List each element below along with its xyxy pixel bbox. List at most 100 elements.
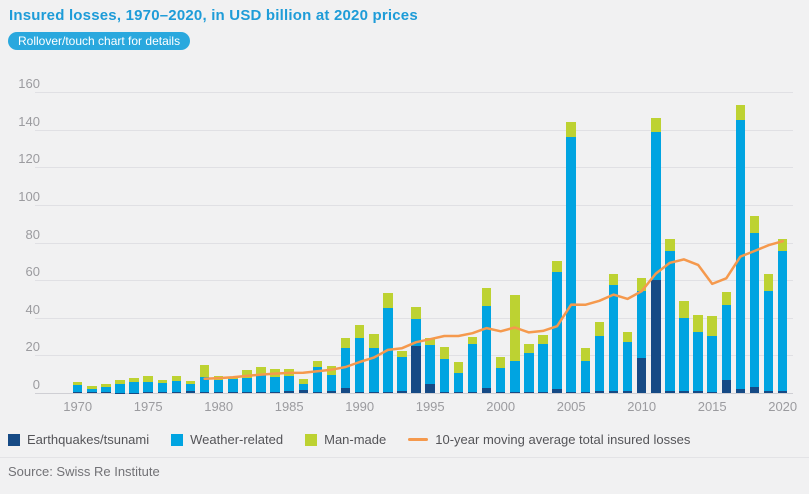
bar-1972[interactable] bbox=[101, 383, 111, 393]
bar-2007-segment-earthquakes bbox=[594, 391, 605, 393]
y-tick-label-100: 100 bbox=[18, 188, 40, 204]
bar-1993[interactable] bbox=[397, 350, 407, 393]
bar-1970-segment-weather bbox=[72, 385, 83, 393]
bar-2000[interactable] bbox=[495, 357, 506, 393]
bar-2020-segment-earthquakes bbox=[777, 391, 788, 393]
bar-2004-segment-earthquakes bbox=[552, 389, 562, 393]
bar-2013[interactable] bbox=[679, 300, 689, 393]
bar-1992-segment-earthquakes bbox=[383, 392, 393, 393]
bar-1983[interactable] bbox=[256, 366, 266, 393]
bar-1991[interactable] bbox=[369, 333, 379, 393]
legend: Earthquakes/tsunami Weather-related Man-… bbox=[8, 432, 712, 447]
bar-2020[interactable] bbox=[777, 238, 788, 393]
bar-2019[interactable] bbox=[763, 273, 774, 393]
bar-1994[interactable] bbox=[411, 307, 421, 393]
bar-2003-segment-weather bbox=[538, 344, 548, 393]
gridline-y-80 bbox=[35, 242, 793, 244]
bar-1985[interactable] bbox=[284, 368, 294, 393]
bar-1976-segment-earthquakes bbox=[157, 392, 168, 393]
bar-1985-segment-earthquakes bbox=[284, 391, 294, 393]
bar-1977[interactable] bbox=[171, 376, 182, 393]
bar-2011-segment-weather bbox=[651, 131, 661, 281]
bar-2008[interactable] bbox=[608, 273, 619, 393]
bar-2017-segment-earthquakes bbox=[735, 389, 746, 393]
bar-1980[interactable] bbox=[213, 376, 224, 393]
bar-2018-segment-earthquakes bbox=[749, 387, 760, 393]
bar-1984[interactable] bbox=[270, 368, 280, 393]
bar-2007[interactable] bbox=[594, 321, 605, 393]
bar-1990[interactable] bbox=[354, 325, 365, 393]
bar-2004[interactable] bbox=[552, 261, 562, 393]
bar-1976[interactable] bbox=[157, 379, 168, 393]
bar-1973[interactable] bbox=[115, 379, 125, 393]
x-tick-label-2020: 2020 bbox=[768, 399, 798, 414]
bar-1989[interactable] bbox=[340, 337, 351, 393]
bar-1988[interactable] bbox=[326, 365, 337, 393]
bar-1971-segment-weather bbox=[87, 388, 97, 393]
bar-1981[interactable] bbox=[228, 377, 238, 393]
bar-1970[interactable] bbox=[72, 381, 83, 393]
bar-2019-segment-earthquakes bbox=[763, 391, 774, 393]
bar-1975-segment-man-made bbox=[143, 376, 153, 382]
bar-2003[interactable] bbox=[538, 334, 548, 393]
bar-1977-segment-earthquakes bbox=[171, 392, 182, 393]
bar-1971[interactable] bbox=[87, 386, 97, 393]
bar-1998-segment-weather bbox=[467, 344, 478, 393]
bar-1982[interactable] bbox=[242, 370, 252, 393]
bar-1984-segment-weather bbox=[270, 377, 280, 393]
bar-2016-segment-man-made bbox=[721, 292, 732, 305]
bar-2017-segment-man-made bbox=[735, 105, 746, 121]
bar-1975[interactable] bbox=[143, 376, 153, 393]
bar-1997-segment-man-made bbox=[453, 361, 464, 374]
bar-2014[interactable] bbox=[693, 314, 703, 393]
x-tick-label-2000: 2000 bbox=[486, 399, 516, 414]
bar-2010-segment-weather bbox=[636, 291, 647, 359]
legend-swatch-earthquakes-icon bbox=[8, 433, 20, 446]
bar-2016[interactable] bbox=[721, 292, 732, 393]
gridline-y-60 bbox=[35, 280, 793, 282]
bar-2000-segment-weather bbox=[495, 367, 506, 393]
bar-1997[interactable] bbox=[453, 361, 464, 393]
bar-2017[interactable] bbox=[735, 105, 746, 393]
bar-1986[interactable] bbox=[298, 378, 309, 393]
bar-1997-segment-earthquakes bbox=[453, 392, 464, 393]
bar-1996-segment-man-made bbox=[439, 346, 450, 360]
bar-1998[interactable] bbox=[467, 336, 478, 393]
bar-2018[interactable] bbox=[749, 216, 760, 393]
y-tick-label-120: 120 bbox=[18, 151, 40, 167]
bar-1991-segment-weather bbox=[369, 347, 379, 393]
bar-1974[interactable] bbox=[129, 377, 139, 393]
bar-2011[interactable] bbox=[651, 118, 661, 393]
bar-2015[interactable] bbox=[707, 315, 717, 393]
bar-1980-segment-weather bbox=[213, 380, 224, 393]
bar-1971-segment-man-made bbox=[87, 386, 97, 389]
x-tick-label-1970: 1970 bbox=[63, 399, 93, 414]
bar-1995[interactable] bbox=[425, 338, 435, 393]
bar-2009[interactable] bbox=[622, 331, 633, 393]
bar-2003-segment-earthquakes bbox=[538, 392, 548, 393]
bar-1996[interactable] bbox=[439, 346, 450, 393]
bar-1994-segment-earthquakes bbox=[411, 345, 421, 393]
bar-2012[interactable] bbox=[665, 238, 675, 393]
bar-2005[interactable] bbox=[566, 122, 576, 393]
bar-1971-segment-earthquakes bbox=[87, 392, 97, 393]
bar-2006[interactable] bbox=[580, 347, 591, 393]
bar-1978[interactable] bbox=[185, 380, 196, 393]
bar-2010[interactable] bbox=[636, 278, 647, 393]
bar-1984-segment-earthquakes bbox=[270, 392, 280, 393]
bar-1970-segment-earthquakes bbox=[72, 392, 83, 393]
bar-1999[interactable] bbox=[481, 287, 492, 393]
gridline-y-0 bbox=[35, 393, 793, 394]
bar-1992[interactable] bbox=[383, 293, 393, 393]
bar-1982-segment-weather bbox=[242, 378, 252, 393]
bar-2001[interactable] bbox=[510, 295, 520, 393]
bar-1987[interactable] bbox=[312, 361, 323, 393]
bar-2002[interactable] bbox=[524, 344, 534, 393]
x-tick-label-2010: 2010 bbox=[627, 399, 657, 414]
y-tick-label-140: 140 bbox=[18, 113, 40, 129]
plot-area[interactable]: 0 20 40 60 80 100 120 140 160 1970 1975 1980 1985 199… bbox=[0, 55, 809, 425]
bar-2006-segment-weather bbox=[580, 361, 591, 393]
y-tick-label-80: 80 bbox=[25, 226, 40, 242]
bar-1979[interactable] bbox=[199, 364, 210, 393]
bar-2001-segment-weather bbox=[510, 361, 520, 393]
